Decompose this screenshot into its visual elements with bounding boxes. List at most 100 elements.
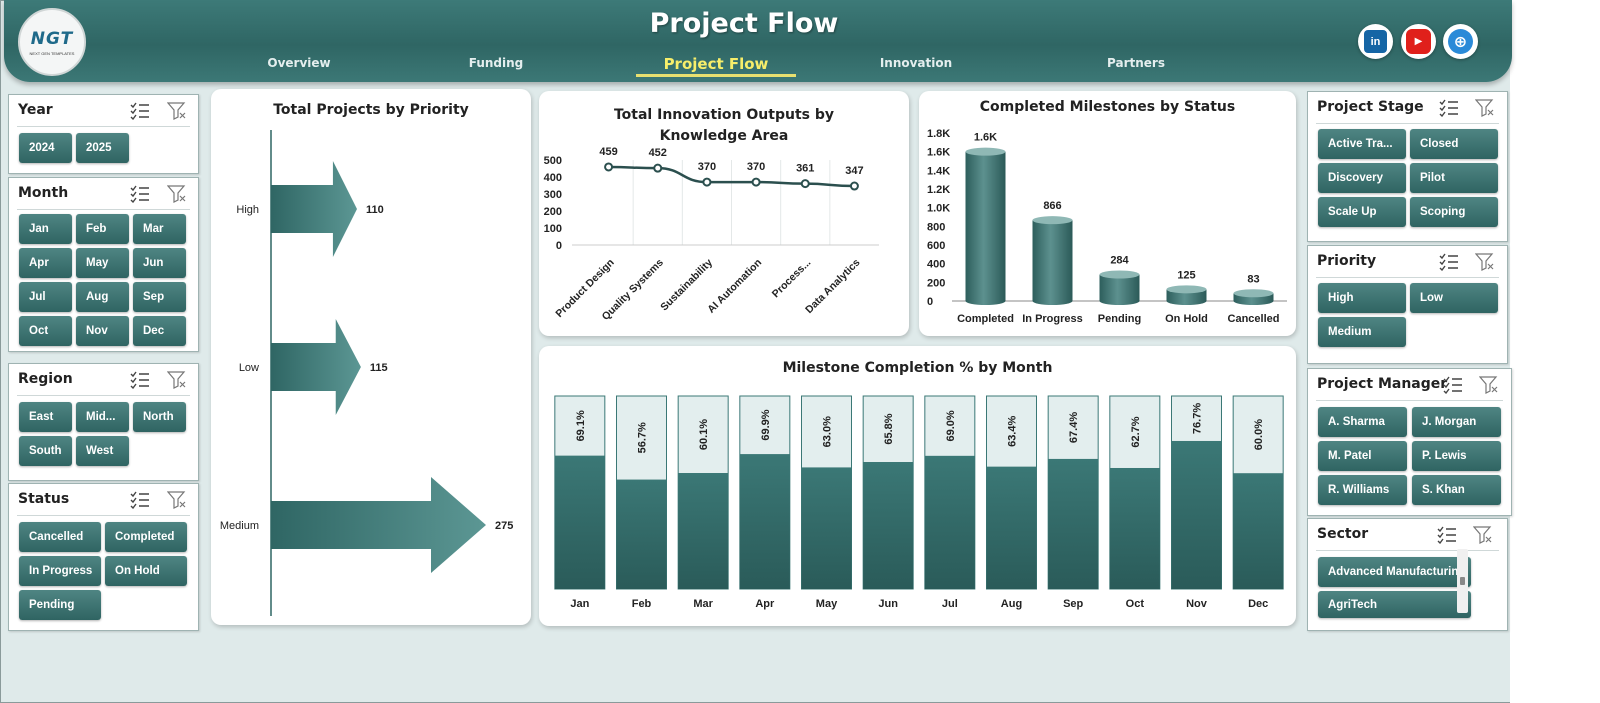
- column-cap: [965, 147, 1006, 156]
- clear-filter-icon[interactable]: [167, 102, 187, 120]
- slicer-project-manager: Project Manager A. Sharma J. Morgan M. P…: [1307, 368, 1512, 516]
- column-cap: [1166, 285, 1207, 294]
- chip-month-aug[interactable]: Aug: [76, 282, 129, 312]
- divider: [1316, 123, 1499, 124]
- nav-partners[interactable]: Partners: [1107, 56, 1165, 70]
- chip-pm-morgan[interactable]: J. Morgan: [1412, 407, 1501, 437]
- chip-year-2025[interactable]: 2025: [76, 133, 129, 163]
- youtube-button[interactable]: ▶: [1401, 24, 1436, 59]
- chart-priority-svg: High 110 Low 115 Medium 275: [220, 130, 513, 616]
- chip-stage-scoping[interactable]: Scoping: [1410, 197, 1498, 227]
- chip-stage-closed[interactable]: Closed: [1410, 129, 1498, 159]
- chip-region-mid[interactable]: Mid...: [76, 402, 129, 432]
- linkedin-button[interactable]: in: [1358, 24, 1393, 59]
- chip-stage-active[interactable]: Active Tra...: [1318, 129, 1406, 159]
- clear-filter-icon[interactable]: [167, 491, 187, 509]
- data-point: [604, 162, 614, 172]
- chip-pm-lewis[interactable]: P. Lewis: [1412, 441, 1501, 471]
- data-label: 370: [698, 161, 716, 173]
- y-tick-label: 300: [544, 189, 562, 201]
- clear-filter-icon[interactable]: [167, 371, 187, 389]
- chart-title: Completed Milestones by Status: [979, 99, 1236, 115]
- chip-stage-pilot[interactable]: Pilot: [1410, 163, 1498, 193]
- chip-stage-discovery[interactable]: Discovery: [1318, 163, 1406, 193]
- chip-stage-scale-up[interactable]: Scale Up: [1318, 197, 1406, 227]
- x-tick-label: In Progress: [1022, 313, 1083, 325]
- chip-month-jun[interactable]: Jun: [133, 248, 186, 278]
- y-tick-label: 200: [927, 277, 945, 289]
- chip-region-north[interactable]: North: [133, 402, 186, 432]
- chip-year-2024[interactable]: 2024: [19, 133, 72, 163]
- data-label: 125: [1177, 269, 1195, 281]
- slicer-title: Priority: [1317, 253, 1377, 269]
- chip-region-east[interactable]: East: [19, 402, 72, 432]
- y-tick-label: 400: [544, 172, 562, 184]
- chip-month-jul[interactable]: Jul: [19, 282, 72, 312]
- multi-select-icon[interactable]: [130, 102, 150, 120]
- chip-month-apr[interactable]: Apr: [19, 248, 72, 278]
- chip-status-in-progress[interactable]: In Progress: [19, 556, 101, 586]
- multi-select-icon[interactable]: [130, 185, 150, 203]
- chip-pm-sharma[interactable]: A. Sharma: [1318, 407, 1407, 437]
- column-bar: [965, 151, 1006, 305]
- multi-select-icon[interactable]: [1439, 99, 1459, 117]
- data-label: 69.1%: [575, 410, 587, 441]
- chip-sector-agritech[interactable]: AgriTech: [1318, 591, 1471, 618]
- multi-select-icon[interactable]: [130, 491, 150, 509]
- chip-status-cancelled[interactable]: Cancelled: [19, 522, 101, 552]
- chip-month-sep[interactable]: Sep: [133, 282, 186, 312]
- website-button[interactable]: ⊕: [1443, 24, 1478, 59]
- chip-sector-advanced-manufacturing[interactable]: Advanced Manufacturing: [1318, 557, 1471, 587]
- nav-project-flow[interactable]: Project Flow: [663, 55, 769, 73]
- clear-filter-icon[interactable]: [167, 185, 187, 203]
- category-label: High: [236, 204, 259, 216]
- chip-region-south[interactable]: South: [19, 436, 72, 466]
- chip-status-completed[interactable]: Completed: [105, 522, 187, 552]
- y-tick-label: 800: [927, 221, 945, 233]
- chip-status-on-hold[interactable]: On Hold: [105, 556, 187, 586]
- chip-month-jan[interactable]: Jan: [19, 214, 72, 244]
- chip-priority-high[interactable]: High: [1318, 283, 1406, 313]
- chip-region-west[interactable]: West: [76, 436, 129, 466]
- page-title: Project Flow: [649, 8, 839, 39]
- data-label: 115: [370, 362, 388, 374]
- chip-month-mar[interactable]: Mar: [133, 214, 186, 244]
- x-tick-label: On Hold: [1165, 313, 1208, 325]
- chip-month-may[interactable]: May: [76, 248, 129, 278]
- chip-pm-patel[interactable]: M. Patel: [1318, 441, 1407, 471]
- chip-month-nov[interactable]: Nov: [76, 316, 129, 346]
- y-tick-label: 200: [544, 206, 562, 218]
- chip-status-pending[interactable]: Pending: [19, 590, 101, 620]
- divider: [17, 209, 190, 210]
- data-label: 275: [495, 520, 513, 532]
- multi-select-icon[interactable]: [1437, 526, 1457, 544]
- category-label: Medium: [220, 520, 259, 532]
- multi-select-icon[interactable]: [130, 371, 150, 389]
- clear-filter-icon[interactable]: [1473, 526, 1493, 544]
- clear-filter-icon[interactable]: [1475, 99, 1495, 117]
- slicer-title: Sector: [1317, 526, 1369, 542]
- nav-funding[interactable]: Funding: [468, 56, 524, 70]
- chip-month-oct[interactable]: Oct: [19, 316, 72, 346]
- month-bar-fill: [678, 473, 729, 589]
- clear-filter-icon[interactable]: [1479, 376, 1499, 394]
- multi-select-icon[interactable]: [1439, 253, 1459, 271]
- chip-month-feb[interactable]: Feb: [76, 214, 129, 244]
- clear-filter-icon[interactable]: [1475, 253, 1495, 271]
- series-line: [608, 165, 855, 188]
- multi-select-icon[interactable]: [1443, 376, 1463, 394]
- chip-priority-medium[interactable]: Medium: [1318, 317, 1406, 347]
- scrollbar-thumb[interactable]: [1460, 577, 1465, 585]
- nav-overview[interactable]: Overview: [267, 56, 331, 70]
- chip-priority-low[interactable]: Low: [1410, 283, 1498, 313]
- data-label: 459: [599, 146, 617, 158]
- sector-scrollbar[interactable]: [1457, 549, 1468, 613]
- nav-innovation[interactable]: Innovation: [879, 56, 953, 70]
- chip-pm-khan[interactable]: S. Khan: [1412, 475, 1501, 505]
- chip-month-dec[interactable]: Dec: [133, 316, 186, 346]
- nav-active-underline: [636, 74, 796, 77]
- data-label: 62.7%: [1130, 416, 1142, 447]
- chip-pm-williams[interactable]: R. Williams: [1318, 475, 1407, 505]
- priority-arrow: [271, 477, 486, 573]
- data-label: 452: [649, 147, 667, 159]
